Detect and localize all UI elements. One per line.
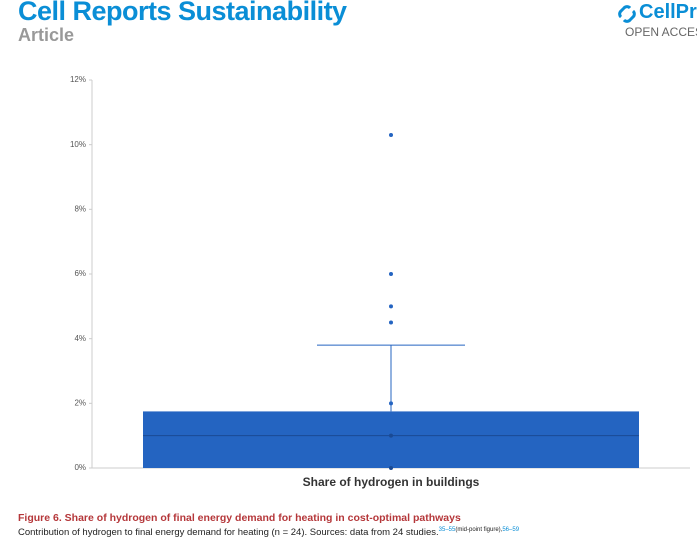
figure-caption: Contribution of hydrogen to final energy…	[18, 527, 519, 538]
point	[389, 272, 393, 276]
note: (mid-point figure),	[455, 527, 503, 533]
y-tick-label: 6%	[74, 269, 86, 278]
point	[389, 466, 393, 470]
y-tick-label: 8%	[74, 204, 86, 213]
logo-icon	[618, 5, 636, 23]
access-label: OPEN ACCESS	[625, 25, 697, 39]
publisher-logo: CellPress OPEN ACCESS	[615, 0, 697, 45]
section-label: Article	[18, 25, 75, 45]
y-tick-label: 0%	[74, 463, 86, 472]
point	[389, 320, 393, 325]
y-tick-label: 4%	[74, 334, 86, 343]
figure-title: Figure 6. Share of hydrogen of final ene…	[18, 512, 461, 524]
point	[389, 433, 393, 438]
y-tick-label: 2%	[74, 398, 86, 407]
y-tick-label: 10%	[70, 140, 86, 149]
caption-text: Contribution of hydrogen to final energy…	[18, 527, 439, 539]
box	[143, 411, 639, 468]
publisher-name: CellPress	[639, 1, 697, 23]
y-tick-label: 12%	[70, 75, 86, 84]
point	[389, 132, 393, 137]
ref: 35–55	[438, 527, 456, 533]
x-tick-label: Share of hydrogen in buildings	[303, 475, 480, 489]
journal-title: Cell Reports Sustainability	[18, 0, 347, 26]
ref: 56–59	[502, 527, 520, 533]
chart: 0% 2% 4% 6% 8% 10% 12% Share of hydrogen in bui…	[70, 75, 690, 489]
point	[389, 304, 393, 309]
point	[389, 401, 393, 406]
